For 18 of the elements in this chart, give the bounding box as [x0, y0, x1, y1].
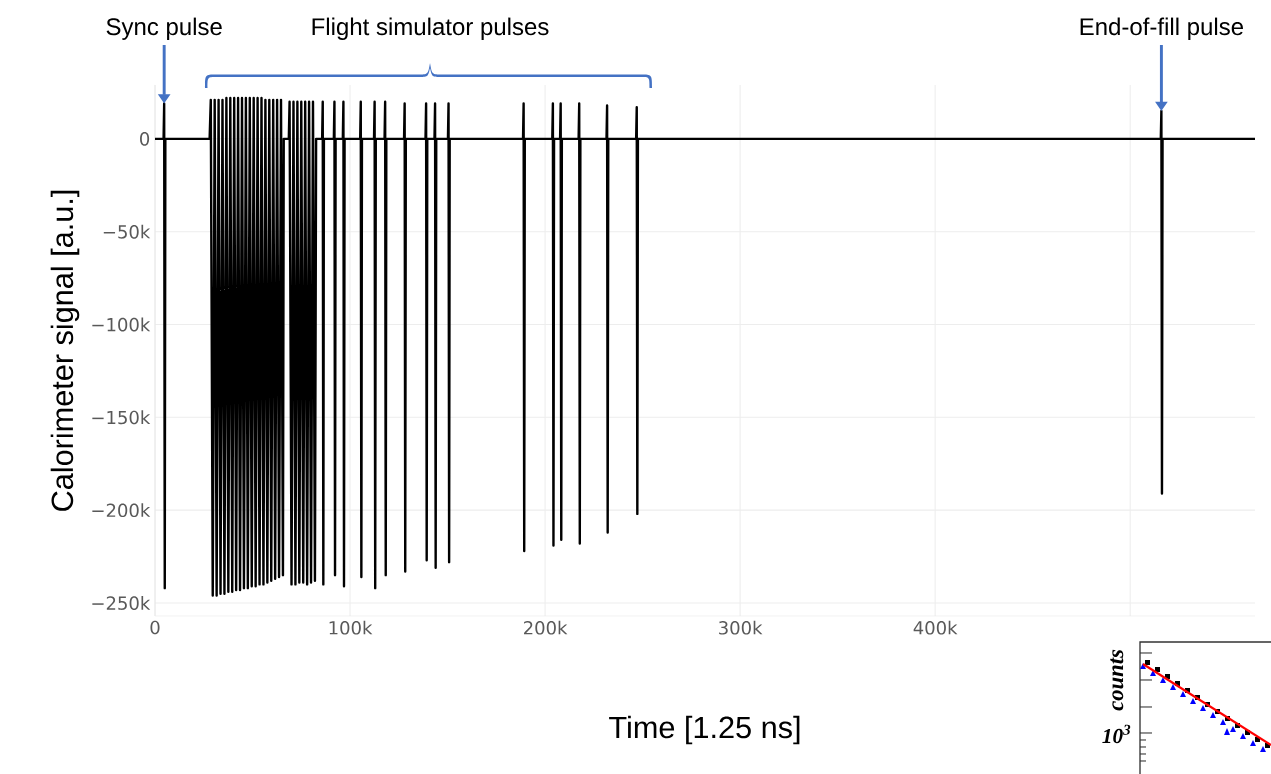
y-tick-label: −250k	[92, 596, 151, 610]
y-tick-label: 0	[140, 132, 150, 146]
x-tick-label: 300k	[719, 620, 763, 635]
line-series	[153, 96, 1257, 597]
x-axis-title: Time [1.25 ns]	[609, 715, 800, 745]
y-tick-label: −150k	[92, 410, 151, 425]
y-tick-label: −100k	[92, 317, 151, 332]
text: 10$^{3}$	[1102, 724, 1131, 744]
annotation: End-of-fill pulse	[1080, 17, 1243, 40]
annotation: Sync pulse	[106, 17, 222, 40]
text: counts	[1110, 649, 1124, 711]
text: Flight simulator pulses	[312, 17, 549, 40]
y-tick-label: −50k	[103, 224, 151, 239]
x-tick-label: 400k	[913, 620, 958, 635]
x-tick-label: 200k	[524, 620, 568, 635]
y-axis-title: Calorimeter signal [a.u.]	[50, 190, 80, 511]
y-tick-label: −200k	[92, 503, 151, 518]
x-tick-label: 100k	[329, 620, 373, 635]
